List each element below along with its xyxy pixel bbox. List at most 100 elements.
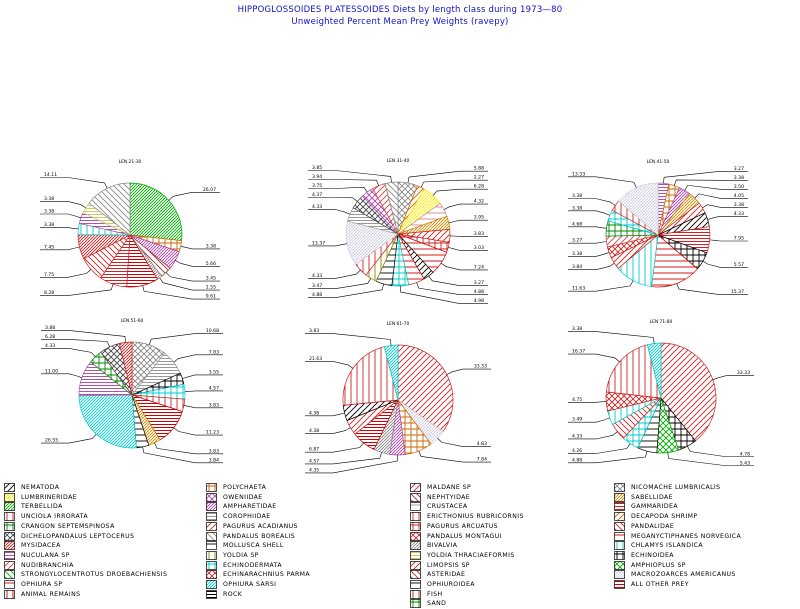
pie-title: LEN 21-30: [119, 159, 142, 165]
slice-value-label: 4.33: [45, 343, 55, 349]
legend-swatch: [410, 483, 421, 492]
slice-value-label: 3.38: [44, 222, 54, 228]
legend-swatch: [206, 570, 217, 579]
leader-line: [444, 204, 488, 210]
legend-label: COROPHIIDAE: [223, 513, 271, 520]
slice-value-label: 3.85: [312, 165, 322, 171]
legend-swatch: [614, 551, 625, 560]
legend-swatch: [614, 541, 625, 550]
slice-value-label: 5.88: [474, 166, 484, 172]
legend-item-all-other-prey: ALL OTHER PREY: [614, 579, 689, 590]
legend-swatch: [614, 532, 625, 541]
legend-swatch: [410, 551, 421, 560]
leader-line: [308, 210, 350, 215]
legend-label: NEMATODA: [21, 484, 59, 491]
leader-line: [182, 375, 223, 379]
slice-value-label: 4.37: [312, 192, 322, 198]
slice-value-label: 7.45: [44, 244, 54, 250]
legend-label: OPHIUROIDEA: [427, 581, 475, 588]
legend-label: AMPHIOPLUS SP: [631, 562, 686, 569]
slice-value-label: 4.38: [309, 410, 319, 416]
legend-label: CRANGON SEPTEMSPINOSA: [21, 523, 115, 530]
legend-swatch: [206, 590, 217, 599]
leader-line: [40, 214, 81, 218]
slice-value-label: 5.66: [206, 261, 216, 267]
slice-value-label: 26.55: [45, 438, 58, 444]
leader-line: [40, 201, 86, 207]
slice-value-label: 3.38: [572, 205, 582, 211]
legend-swatch: [4, 561, 15, 570]
legend-swatch: [206, 580, 217, 589]
legend-swatch: [4, 570, 15, 579]
slice-value-label: 9.61: [206, 294, 216, 300]
legend-swatch: [206, 541, 217, 550]
legend-swatch: [410, 502, 421, 511]
leader-line: [568, 199, 615, 206]
pie-title: LEN 51-60: [121, 318, 144, 324]
slice-value-label: 3.83: [209, 448, 219, 454]
slice-value-label: 5.43: [740, 460, 750, 466]
pie-title: LEN 41-50: [647, 159, 670, 165]
slice-value-label: 4.57: [309, 458, 319, 464]
slice-value-label: 7.83: [209, 349, 219, 355]
legend-label: OWENIIDAE: [223, 494, 263, 501]
legend-label: ECHINARACHNIUS PARMA: [223, 571, 310, 578]
slice-value-label: 4.33: [312, 273, 322, 279]
legend-swatch: [410, 590, 421, 599]
legend-swatch: [206, 561, 217, 570]
legend-swatch: [206, 483, 217, 492]
legend-label: MEGANYCTIPHANES NORVEGICA: [631, 533, 741, 540]
legend-swatch: [4, 541, 15, 550]
slice-value-label: 4.75: [572, 397, 582, 403]
legend-swatch: [206, 493, 217, 502]
leader-line: [568, 211, 610, 216]
slice-value-label: 3.83: [209, 402, 219, 408]
leader-line: [447, 369, 491, 375]
leader-line: [41, 348, 95, 356]
legend-swatch: [614, 561, 625, 570]
legend-label: PANDALUS MONTAGUI: [427, 533, 502, 540]
legend-swatch: [410, 522, 421, 531]
legend-label: NUCULANA SP: [21, 552, 70, 559]
slice-value-label: 7.75: [44, 272, 54, 278]
legend-swatch: [410, 512, 421, 521]
legend-label: GAMMARIDEA: [631, 503, 678, 510]
slice-value-label: 33.33: [737, 370, 750, 376]
slice-value-label: 11.63: [572, 286, 585, 292]
legend-label: DECAPODA SHRIMP: [631, 513, 697, 520]
slice-value-label: 4.88: [474, 289, 484, 295]
pie-title: LEN 61-70: [387, 321, 410, 327]
legend-swatch: [4, 493, 15, 502]
legend-swatch: [410, 570, 421, 579]
slice-value-label: 26.07: [203, 187, 216, 193]
slice-value-label: 3.38: [206, 243, 216, 249]
legend-swatch: [614, 522, 625, 531]
slice-value-label: 4.88: [312, 292, 322, 298]
slice-value-label: 3.45: [206, 276, 216, 282]
legend-label: UNCIOLA IRRORATA: [21, 513, 88, 520]
pie-chart-len-51-60: LEN 51-6010.687.833.554.573.8311.233.833…: [41, 318, 223, 463]
slice-value-label: 21.63: [309, 356, 322, 362]
leader-line: [41, 374, 82, 378]
legend-swatch: [206, 522, 217, 531]
slice-value-label: 11.00: [45, 368, 58, 374]
slice-value-label: 3.75: [312, 183, 322, 189]
legend-label: ECHINODERMATA: [223, 562, 282, 569]
legend-label: PAGURUS ARCUATUS: [427, 523, 498, 530]
legend-swatch: [410, 580, 421, 589]
slice-value-label: 16.37: [572, 349, 585, 355]
legend-item-animal-remains: ANIMAL REMAINS: [4, 589, 80, 600]
slice-value-label: 7.95: [734, 236, 744, 242]
legend-label: FISH: [427, 591, 443, 598]
slice-value-label: 10.68: [206, 328, 219, 334]
legend-swatch: [614, 512, 625, 521]
legend-label: PANDALIDAE: [631, 523, 674, 530]
pie-chart-len-31-40: LEN 31-405.882.276.284.323.953.833.037.2…: [308, 158, 488, 304]
slice-value-label: 3.38: [572, 326, 582, 332]
legend-swatch: [4, 590, 15, 599]
slice-value-label: 7.24: [474, 264, 484, 270]
legend-swatch: [206, 532, 217, 541]
legend-label: MACROZOARCES AMERICANUS: [631, 571, 736, 578]
slice-value-label: 3.03: [474, 245, 484, 251]
slice-value-label: 6.28: [474, 184, 484, 190]
